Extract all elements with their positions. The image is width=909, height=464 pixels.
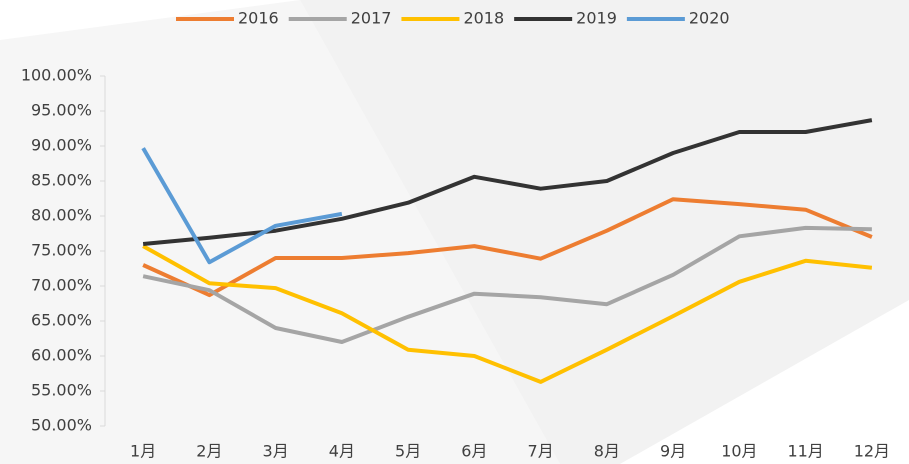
- series-line: [142, 197, 873, 298]
- x-tick-label: 10月: [721, 442, 757, 461]
- series-line: [142, 225, 872, 344]
- legend-label: 2019: [576, 9, 617, 28]
- x-tick-label: 4月: [329, 442, 355, 461]
- legend-label: 2020: [689, 9, 730, 28]
- x-tick-label: 7月: [528, 442, 554, 461]
- x-tick-label: 9月: [660, 442, 686, 461]
- x-tick-label: 8月: [594, 442, 620, 461]
- legend-label: 2016: [238, 9, 279, 28]
- y-tick-label: 50.00%: [31, 416, 92, 435]
- x-tick-label: 2月: [196, 442, 222, 461]
- y-tick-label: 85.00%: [31, 171, 92, 190]
- x-tick-label: 5月: [395, 442, 421, 461]
- x-tick-label: 3月: [263, 442, 289, 461]
- series-line: [141, 147, 343, 265]
- y-tick-label: 70.00%: [31, 276, 92, 295]
- legend-label: 2018: [463, 9, 504, 28]
- x-tick-label: 6月: [461, 442, 487, 461]
- y-tick-label: 65.00%: [31, 311, 92, 330]
- x-tick-label: 12月: [854, 442, 890, 461]
- y-tick-label: 55.00%: [31, 381, 92, 400]
- y-tick-label: 80.00%: [31, 206, 92, 225]
- series-line: [142, 244, 873, 384]
- y-tick-label: 90.00%: [31, 136, 92, 155]
- y-tick-label: 95.00%: [31, 101, 92, 120]
- x-tick-label: 11月: [787, 442, 823, 461]
- x-tick-label: 1月: [130, 442, 156, 461]
- legend-label: 2017: [351, 9, 392, 28]
- y-tick-label: 75.00%: [31, 241, 92, 260]
- background-shape: [0, 0, 560, 464]
- y-tick-label: 100.00%: [21, 66, 92, 85]
- y-tick-label: 60.00%: [31, 346, 92, 365]
